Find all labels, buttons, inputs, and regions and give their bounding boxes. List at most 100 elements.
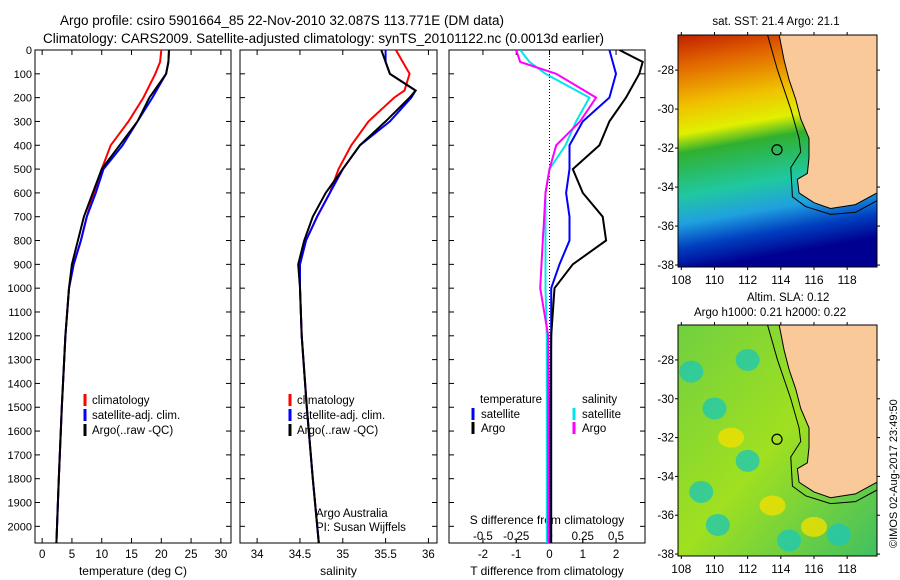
legend-label: satellite-adj. clim.	[92, 410, 180, 422]
annotation-text: Argo Australia	[316, 508, 388, 520]
isobath-line	[767, 324, 878, 505]
x-tick-label: 0	[546, 549, 552, 561]
legend-label: Argo	[481, 423, 505, 435]
s-tick-label: 0.5	[608, 531, 624, 543]
isobath-line	[767, 34, 878, 215]
y-tick-label: 1500	[8, 402, 32, 414]
sla-high	[759, 495, 786, 516]
series-line-temperature-argo	[550, 50, 644, 543]
y-tick-label: 1300	[8, 355, 32, 367]
lat-tick-label: -32	[657, 143, 674, 155]
y-tick-label: 2000	[8, 521, 32, 533]
lat-tick-label: -28	[657, 65, 674, 77]
y-tick-label: 500	[14, 164, 32, 176]
figure-title-line2: Climatology: CARS2009. Satellite-adjuste…	[43, 31, 605, 46]
legend-label: satellite	[481, 409, 520, 421]
y-tick-label: 1100	[8, 307, 32, 319]
series-line-climatology	[55, 50, 163, 543]
sla-eddy	[826, 523, 851, 546]
y-tick-label: 300	[14, 116, 32, 128]
sla-eddy	[735, 348, 760, 371]
legend-label: Argo(..raw -QC)	[92, 425, 173, 437]
x-tick-label: 5	[69, 549, 75, 561]
legend-heading-temperature: temperature	[480, 394, 542, 406]
argo-float-marker	[771, 144, 783, 156]
lon-tick-label: 110	[705, 562, 724, 576]
lat-tick-label: -38	[657, 549, 674, 561]
map-frame	[677, 324, 878, 557]
lon-tick-label: 114	[771, 273, 790, 287]
lon-tick-label: 112	[738, 562, 757, 576]
sla-eddy	[735, 449, 760, 472]
series-line-climatology	[299, 50, 411, 543]
lat-tick-label: -32	[657, 433, 674, 445]
map-title: Altim. SLA: 0.12	[747, 292, 829, 304]
legend-label: satellite	[582, 409, 621, 421]
sla-eddy	[702, 397, 727, 420]
lat-tick-label: -34	[657, 471, 674, 483]
y-tick-label: 1400	[8, 378, 32, 390]
argo-float-marker	[771, 433, 783, 445]
lon-tick-label: 118	[838, 562, 857, 576]
sla-eddy	[705, 513, 730, 536]
y-tick-label: 1900	[8, 498, 32, 510]
y-tick-label: 1700	[8, 450, 32, 462]
lon-tick-label: 116	[804, 273, 823, 287]
y-tick-label: 1200	[8, 331, 32, 343]
y-tick-label: 1000	[8, 283, 32, 295]
y-tick-label: 900	[14, 259, 32, 271]
lat-tick-label: -34	[657, 182, 674, 194]
x-axis-label: temperature (deg C)	[79, 564, 187, 578]
x-tick-label: -2	[478, 549, 488, 561]
y-tick-label: 1800	[8, 474, 32, 486]
lat-tick-label: -36	[657, 510, 674, 522]
x-tick-label: 20	[155, 549, 168, 561]
sla-eddy	[689, 480, 714, 503]
legend-label: Argo(..raw -QC)	[297, 425, 378, 437]
sla-eddy	[679, 360, 704, 383]
lon-tick-label: 108	[671, 562, 691, 576]
sla-high	[718, 427, 745, 448]
difference-panel: -2 -1 0 1 2 T difference from climatology -0.5…	[448, 49, 646, 578]
plot-frame	[239, 49, 438, 544]
legend-label: climatology	[297, 395, 355, 407]
series-line-argo-raw-qc-	[297, 50, 418, 543]
legend-heading-salinity: salinity	[582, 394, 617, 406]
lat-tick-label: -38	[657, 260, 674, 272]
y-tick-label: 600	[14, 188, 32, 200]
legend-label: satellite-adj. clim.	[297, 410, 385, 422]
series-line-satellite-adj-clim-	[55, 50, 170, 543]
series-line-salinity-argo	[515, 50, 598, 543]
y-tick-label: 0	[26, 45, 32, 57]
lat-tick-label: -36	[657, 221, 674, 233]
lat-tick-label: -30	[657, 104, 674, 116]
lon-tick-label: 108	[671, 273, 691, 287]
lon-tick-label: 116	[804, 562, 823, 576]
x-tick-label: 2	[613, 549, 619, 561]
x-tick-label: 34	[251, 549, 264, 561]
sla-eddy	[777, 529, 802, 552]
x-tick-label: 35.5	[374, 549, 396, 561]
x-tick-label: 25	[185, 549, 198, 561]
salinity-panel: 34 34.5 35 35.5 36 salinity climatology satelli…	[239, 49, 438, 578]
lat-tick-label: -28	[657, 355, 674, 367]
x-tick-label: 0	[39, 549, 45, 561]
s-tick-label: 0.25	[572, 531, 594, 543]
x-tick-label: 36	[422, 549, 435, 561]
series-line-argo-raw-qc-	[55, 50, 170, 543]
s-tick-label: -0.5	[473, 531, 493, 543]
annotation-text: PI: Susan Wijffels	[316, 522, 406, 534]
y-tick-label: 400	[14, 140, 32, 152]
series-line-temperature-satellite	[549, 50, 618, 543]
map-frame	[677, 34, 878, 268]
s-tick-label: -0.25	[503, 531, 529, 543]
x-axis-label: salinity	[320, 564, 357, 578]
plot-frame	[34, 49, 232, 544]
y-tick-label: 100	[14, 69, 32, 81]
y-tick-label: 800	[14, 236, 32, 248]
figure-title-line1: Argo profile: csiro 5901664_85 22-Nov-20…	[60, 13, 505, 28]
map-title: sat. SST: 21.4 Argo: 21.1	[712, 16, 839, 28]
x-tick-label: 1	[580, 549, 586, 561]
temperature-panel: 0100200300400500600700800900100011001200…	[8, 45, 232, 578]
